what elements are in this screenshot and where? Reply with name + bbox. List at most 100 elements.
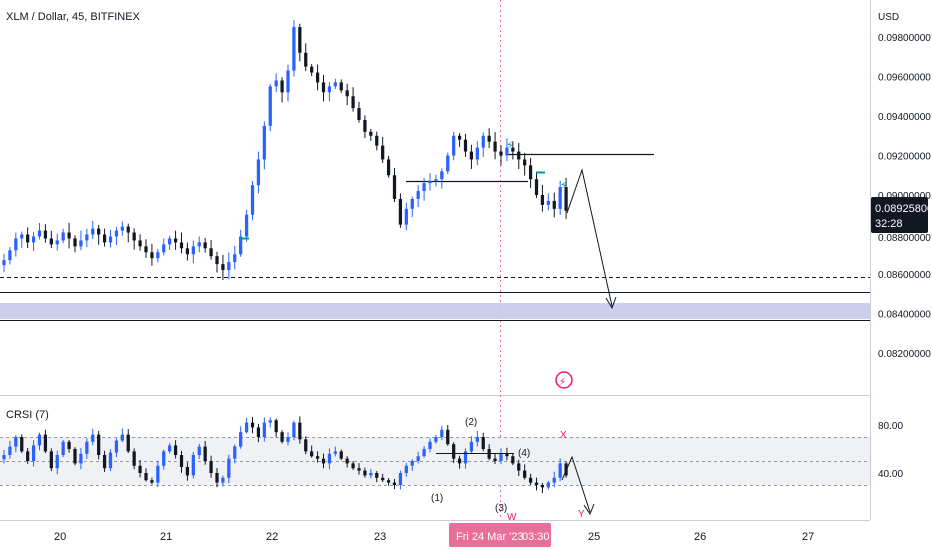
crsi-candle	[333, 451, 337, 454]
price-candle	[440, 171, 444, 180]
price-candle	[523, 159, 527, 166]
price-candle	[363, 119, 367, 132]
crsi-candle	[179, 455, 184, 467]
crsi-candle	[274, 420, 278, 433]
price-candle	[215, 256, 219, 265]
current-price-tag[interactable]	[871, 197, 928, 233]
crsi-candle	[156, 465, 160, 483]
crsi-candle	[20, 437, 24, 452]
crsi-candle	[280, 432, 284, 442]
price-candle	[114, 230, 119, 237]
price-candle	[315, 72, 320, 83]
lightning-icon-left: ⚡	[506, 139, 514, 152]
price-tick: 0.09200000	[878, 152, 931, 163]
price-candle	[268, 86, 272, 126]
price-candle	[244, 214, 249, 237]
crsi-candle	[422, 449, 426, 457]
crsi-candle	[43, 434, 48, 452]
price-candle	[227, 262, 231, 271]
crsi-candle	[132, 451, 136, 466]
price-candle	[49, 238, 53, 245]
price-candle	[404, 208, 408, 225]
crsi-candle	[203, 446, 207, 461]
crsi-candle	[511, 456, 515, 464]
crsi-candle	[162, 451, 166, 466]
crsi-candle	[345, 458, 349, 464]
crsi-candle	[108, 452, 113, 469]
crsi-candle	[351, 463, 355, 469]
price-tick: 0.08400000	[878, 310, 931, 321]
price-candle	[416, 191, 420, 199]
bar-countdown: 32:28	[875, 218, 903, 230]
price-candle	[304, 52, 308, 67]
price-candle	[351, 96, 355, 109]
crsi-candle	[79, 453, 83, 464]
crsi-candle	[463, 451, 468, 464]
crsi-candle	[304, 439, 308, 452]
time-label: 22	[266, 531, 278, 543]
price-tick: 0.09800000	[878, 33, 931, 44]
symbol-title[interactable]: XLM / Dollar, 45, BITFINEX	[6, 11, 141, 23]
price-candle	[428, 181, 432, 184]
price-candle	[452, 135, 456, 156]
crsi-candle	[49, 451, 53, 469]
lightning-icon-right: ⚡	[560, 179, 568, 192]
price-candle	[392, 175, 397, 199]
price-candle	[487, 135, 491, 142]
event-icon-circle[interactable]	[555, 371, 573, 389]
indicator-title[interactable]: CRSI (7)	[6, 409, 49, 421]
price-candle	[386, 159, 391, 176]
crsi-projection-arrow[interactable]	[561, 455, 591, 513]
price-tick: 0.08200000	[878, 349, 931, 360]
price-candle	[2, 260, 6, 266]
support-zone[interactable]	[0, 303, 870, 319]
price-candle	[91, 228, 95, 235]
price-candle	[475, 147, 479, 160]
price-tick: 0.09000000	[878, 191, 931, 202]
wave-label-x: X	[560, 430, 567, 441]
lightning-event-icon: ⚡	[559, 377, 566, 388]
crsi-candle	[73, 449, 77, 464]
price-candle	[534, 179, 539, 195]
crsi-candle	[457, 458, 462, 464]
crsi-candle	[37, 434, 42, 446]
crsi-candle	[475, 437, 479, 442]
projection-arrow[interactable]	[566, 168, 613, 307]
crsi-candle	[227, 458, 231, 478]
price-tick: 0.09400000	[878, 112, 931, 123]
crsi-candle	[363, 470, 367, 476]
price-candle	[540, 195, 545, 205]
price-candle	[108, 236, 113, 243]
price-candle	[14, 238, 18, 251]
cursor-date-tag[interactable]	[449, 523, 551, 547]
crsi-candle	[434, 437, 438, 442]
crsi-candle	[114, 440, 119, 453]
crsi-candle	[481, 437, 485, 449]
price-candle	[481, 135, 485, 148]
price-candle	[493, 141, 497, 152]
crsi-arrow-head	[583, 503, 595, 516]
crsi-candle	[168, 445, 172, 452]
price-candle	[138, 240, 142, 247]
crsi-candle	[499, 453, 503, 461]
crsi-candle	[446, 429, 450, 445]
crsi-tick-40: 40.00	[878, 469, 903, 480]
wave-label-w: W	[507, 512, 517, 523]
crsi-candle	[292, 422, 296, 437]
crsi-candle	[546, 482, 550, 488]
crsi-candle	[120, 434, 124, 441]
crsi-candle	[61, 441, 65, 455]
price-candle	[97, 228, 101, 235]
time-label: 26	[694, 531, 706, 543]
price-candle	[55, 240, 59, 245]
price-candle	[250, 185, 255, 215]
price-candle	[274, 80, 278, 87]
crsi-candle	[150, 480, 154, 483]
price-candle	[162, 244, 166, 253]
price-candle	[262, 125, 266, 160]
price-candle	[511, 147, 515, 152]
price-candle	[398, 198, 403, 225]
crsi-candle	[91, 434, 95, 442]
price-candle	[558, 187, 562, 209]
